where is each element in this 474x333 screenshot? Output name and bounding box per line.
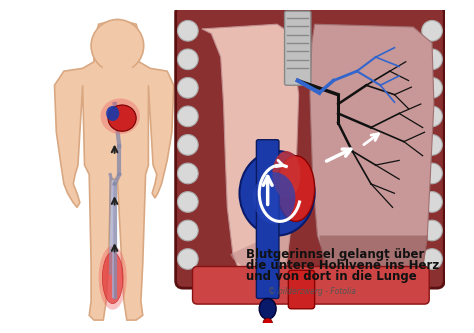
- Polygon shape: [310, 24, 434, 281]
- Circle shape: [91, 20, 144, 72]
- Polygon shape: [202, 24, 299, 281]
- Text: die untere Hohlvene ins Herz: die untere Hohlvene ins Herz: [246, 259, 439, 272]
- Ellipse shape: [277, 156, 315, 221]
- FancyBboxPatch shape: [176, 5, 444, 288]
- Circle shape: [177, 135, 198, 155]
- Circle shape: [422, 220, 442, 241]
- Circle shape: [263, 318, 273, 328]
- FancyBboxPatch shape: [192, 266, 429, 304]
- Circle shape: [422, 191, 442, 212]
- Text: und von dort in die Lunge: und von dort in die Lunge: [246, 270, 417, 283]
- Circle shape: [422, 106, 442, 127]
- Ellipse shape: [273, 151, 301, 198]
- Ellipse shape: [239, 151, 315, 235]
- Ellipse shape: [259, 298, 276, 319]
- FancyBboxPatch shape: [284, 11, 311, 85]
- Polygon shape: [55, 20, 174, 320]
- Circle shape: [177, 20, 198, 41]
- Text: © bilderzwerg - Fotolia: © bilderzwerg - Fotolia: [268, 287, 356, 296]
- Polygon shape: [101, 65, 134, 78]
- Ellipse shape: [106, 106, 119, 121]
- Circle shape: [177, 220, 198, 241]
- Ellipse shape: [99, 246, 127, 310]
- Circle shape: [177, 191, 198, 212]
- FancyBboxPatch shape: [256, 140, 279, 298]
- Circle shape: [422, 163, 442, 184]
- Circle shape: [422, 249, 442, 269]
- Polygon shape: [230, 226, 291, 281]
- Circle shape: [422, 78, 442, 98]
- Circle shape: [422, 49, 442, 70]
- Circle shape: [177, 49, 198, 70]
- FancyBboxPatch shape: [288, 270, 315, 309]
- Polygon shape: [319, 235, 428, 281]
- Circle shape: [177, 106, 198, 127]
- Ellipse shape: [108, 105, 136, 131]
- Circle shape: [177, 78, 198, 98]
- Circle shape: [177, 163, 198, 184]
- Circle shape: [422, 20, 442, 41]
- Text: Blutgerinnsel gelangt über: Blutgerinnsel gelangt über: [246, 248, 424, 261]
- Ellipse shape: [253, 172, 295, 224]
- Circle shape: [422, 135, 442, 155]
- Ellipse shape: [102, 252, 123, 304]
- Ellipse shape: [100, 99, 140, 134]
- Circle shape: [177, 249, 198, 269]
